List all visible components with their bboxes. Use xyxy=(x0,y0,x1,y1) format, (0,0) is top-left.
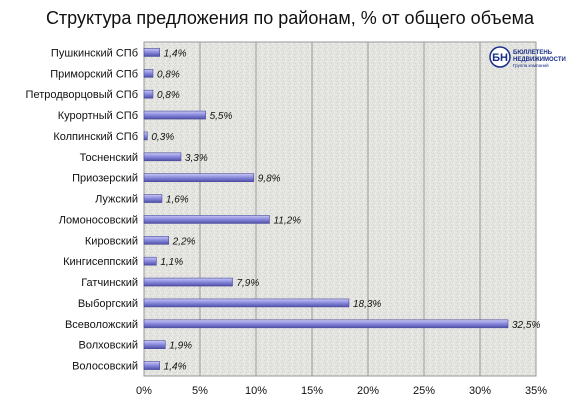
category-label: Приморский СПб xyxy=(50,68,138,80)
bar xyxy=(143,236,169,245)
category-label: Лужский xyxy=(95,194,138,206)
category-label: Тосненский xyxy=(80,152,138,164)
bar xyxy=(143,152,182,162)
logo-line1: БЮЛЛЕТЕНЬ xyxy=(513,50,553,56)
category-label: Курортный СПб xyxy=(58,110,138,122)
x-tick-label: 35% xyxy=(525,385,547,397)
bar xyxy=(143,173,255,182)
logo-line2: НЕДВИЖИМОСТИ xyxy=(513,57,566,63)
data-label: 1,1% xyxy=(160,257,183,268)
data-label: 3,3% xyxy=(185,153,208,164)
x-tick-label: 25% xyxy=(413,385,435,397)
bar xyxy=(143,361,160,370)
bar xyxy=(143,340,166,349)
category-label: Всеволожский xyxy=(65,319,138,331)
category-label: Волховский xyxy=(79,340,138,352)
data-labels: 1,4% 0,8% 0,8% 5,5% 0,3% 3,3% 9,8% 1,6% 11,2% 2,2… xyxy=(151,48,540,372)
category-label: Гатчинский xyxy=(81,277,138,289)
data-label: 0,3% xyxy=(151,132,174,143)
data-label: 0,8% xyxy=(157,69,180,80)
bars xyxy=(143,48,509,370)
bar xyxy=(143,215,270,224)
bar xyxy=(143,256,157,266)
category-label: Пушкинский СПб xyxy=(51,47,138,59)
bar xyxy=(143,298,350,308)
x-tick-label: 20% xyxy=(357,385,379,397)
bar xyxy=(143,48,160,57)
x-tick-labels: 0% 5% 10% 15% 20% 25% 30% 35% xyxy=(136,385,547,397)
category-label: Кингисеппский xyxy=(63,256,138,268)
bar xyxy=(143,131,148,141)
logo: БН БЮЛЛЕТЕНЬ НЕДВИЖИМОСТИ Группа компани… xyxy=(489,46,566,68)
logo-line3: Группа компаний xyxy=(513,62,549,68)
category-labels: Пушкинский СПб Приморский СПб Петродворцов… xyxy=(26,47,138,372)
data-label: 32,5% xyxy=(512,320,540,331)
data-label: 2,2% xyxy=(172,236,196,247)
category-label: Волосовский xyxy=(72,361,138,373)
x-tick-label: 10% xyxy=(245,385,267,397)
x-tick-label: 5% xyxy=(192,385,208,397)
bar xyxy=(143,110,206,120)
data-label: 1,6% xyxy=(166,195,189,206)
category-label: Выборгский xyxy=(78,298,138,310)
chart-title: Структура предложения по районам, % от о… xyxy=(46,8,535,28)
logo-circle-icon xyxy=(489,46,511,68)
category-label: Ломоносовский xyxy=(59,214,138,226)
data-label: 1,4% xyxy=(164,362,187,373)
data-label: 1,4% xyxy=(164,48,187,59)
category-label: Приозерский xyxy=(72,173,138,185)
category-label: Кировский xyxy=(85,235,138,247)
data-label: 1,9% xyxy=(169,341,192,352)
bar xyxy=(143,194,163,203)
data-label: 7,9% xyxy=(236,278,259,289)
category-label: Колпинский СПб xyxy=(53,131,138,143)
data-label: 11,2% xyxy=(273,215,301,226)
data-label: 0,8% xyxy=(157,90,180,101)
data-label: 5,5% xyxy=(210,111,233,122)
x-tick-label: 0% xyxy=(136,385,152,397)
bar xyxy=(143,69,154,78)
x-tick-label: 15% xyxy=(301,385,323,397)
data-label: 18,3% xyxy=(353,299,381,310)
data-label: 9,8% xyxy=(258,174,281,185)
x-tick-label: 30% xyxy=(469,385,491,397)
bar xyxy=(143,319,509,329)
bar xyxy=(143,277,233,287)
logo-letters: БН xyxy=(492,52,508,64)
category-label: Петродворцовый СПб xyxy=(26,89,138,101)
bar xyxy=(143,89,154,99)
